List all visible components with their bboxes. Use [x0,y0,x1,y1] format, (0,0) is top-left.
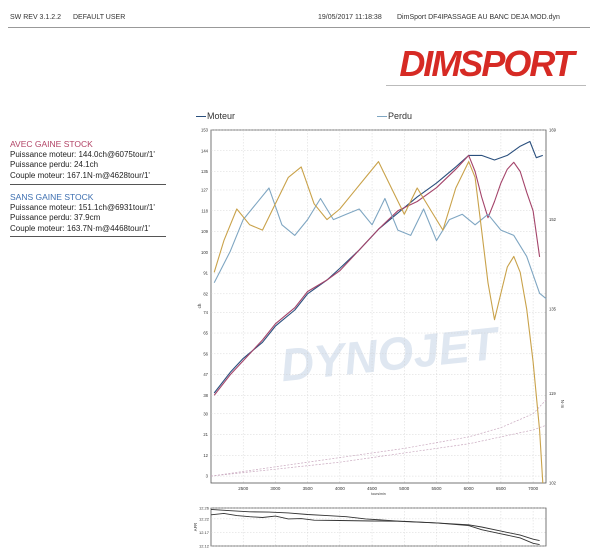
series-line-3 [213,161,544,484]
y-left-tick-label: 47 [203,372,208,377]
y-right-axis-label: N·m [560,400,565,409]
series-line-4 [210,399,547,477]
x-tick-label: 2500 [238,486,249,491]
x-tick-label: 5000 [399,486,410,491]
y-left-tick-label: 153 [201,128,209,133]
y-right-tick-label: 102 [549,481,557,486]
legend-perdu: Perdu [377,111,412,121]
y-left-tick-label: 91 [203,271,208,276]
afr-y-tick-label: 12.22 [199,516,210,521]
results-sans-couple-moteur: Couple moteur: 163.7N·m@4468tour/1' [10,223,150,233]
legend-perdu-label: Perdu [388,111,413,121]
legend-moteur-swatch [196,116,206,118]
run-filename: DimSport DF4IPASSAGE AU BANC DEJA MOD.dy… [397,14,560,21]
y-left-tick-label: 127 [201,187,209,192]
y-left-tick-label: 82 [203,291,208,296]
x-tick-label: 7000 [528,486,539,491]
y-left-tick-label: 100 [201,250,209,255]
x-tick-label: 3000 [270,486,281,491]
y-left-tick-label: 65 [203,331,208,336]
results-avec-title: AVEC GAINE STOCK [10,139,93,149]
results-sans-gaine: SANS GAINE STOCK Puissance moteur: 151.1… [10,192,155,234]
series-line-2 [213,187,547,300]
y-left-tick-label: 144 [201,148,209,153]
y-left-tick-label: 30 [203,411,208,416]
x-tick-label: 4000 [335,486,346,491]
afr-axis-label: AFR [193,523,198,531]
legend-moteur: Moteur [196,111,235,121]
series-line-5 [210,424,547,477]
y-right-tick-label: 169 [549,128,557,133]
x-tick-label: 5500 [431,486,442,491]
y-left-tick-label: 21 [203,432,208,437]
results-avec-puissance-moteur: Puissance moteur: 144.0ch@6075tour/1' [10,149,155,159]
afr-series-line-0 [210,512,540,542]
results-avec-gaine: AVEC GAINE STOCK Puissance moteur: 144.0… [10,139,155,181]
legend-perdu-swatch [377,116,387,118]
results-divider-1 [10,184,166,185]
y-left-tick-label: 74 [203,310,208,315]
y-right-tick-label: 152 [549,217,557,222]
results-sans-title: SANS GAINE STOCK [10,192,94,202]
user-name: DEFAULT USER [73,14,126,21]
x-tick-label: 3500 [303,486,314,491]
results-sans-puissance-moteur: Puissance moteur: 151.1ch@6931tour/1' [10,202,155,212]
run-datetime: 19/05/2017 11:18:38 [318,14,382,21]
y-left-tick-label: 118 [201,208,208,213]
afr-y-tick-label: 12.17 [199,530,210,535]
y-left-axis-label: ch [197,303,202,308]
x-tick-label: 4500 [367,486,378,491]
series-line-0 [213,140,543,394]
dimsport-logo: DIMSPORT [399,43,579,84]
afr-series-line-1 [210,508,540,546]
y-right-tick-label: 119 [549,391,556,396]
logo-wordmark: DIMSPORT [399,43,577,84]
y-left-tick-label: 12 [203,453,208,458]
y-left-tick-label: 109 [201,229,209,234]
y-left-tick-label: 56 [203,351,208,356]
software-version: SW REV 3.1.2.2 [10,14,61,21]
x-axis-label: tours/min [371,492,385,496]
afr-y-tick-label: 12.26 [199,506,210,511]
series-line-1 [213,154,541,396]
y-right-tick-label: 135 [549,307,557,312]
afr-frame [210,507,547,547]
results-sans-puissance-perdu: Puissance perdu: 37.9cm [10,213,101,223]
x-tick-label: 6000 [464,486,475,491]
y-left-tick-label: 135 [201,169,209,174]
header-divider [8,27,590,28]
results-divider-2 [10,236,166,237]
y-left-tick-label: 38 [203,393,208,398]
x-tick-label: 6500 [496,486,507,491]
results-avec-couple-moteur: Couple moteur: 167.1N·m@4628tour/1' [10,170,150,180]
afr-y-tick-label: 12.12 [199,544,210,549]
legend-moteur-label: Moteur [207,111,236,121]
results-avec-puissance-perdu: Puissance perdu: 24.1ch [10,160,99,170]
y-left-tick-label: 3 [206,474,209,479]
logo-divider [386,85,586,86]
plot-frame [210,129,547,484]
